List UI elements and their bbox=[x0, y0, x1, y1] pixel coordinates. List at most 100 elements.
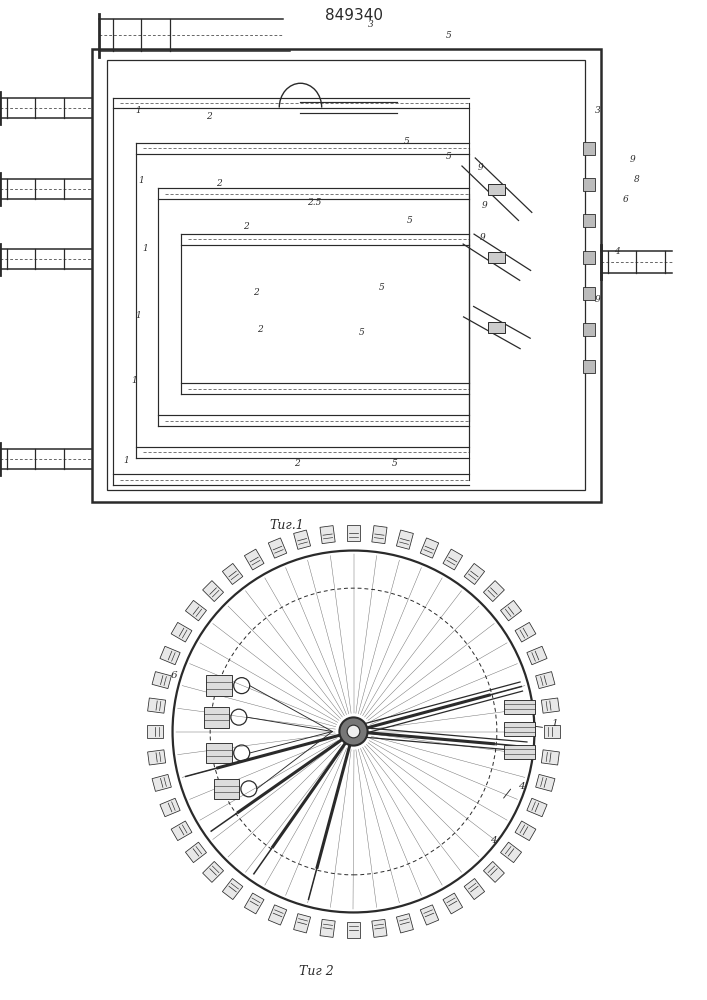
Text: 5: 5 bbox=[379, 283, 385, 292]
Text: 5: 5 bbox=[404, 137, 409, 146]
Text: 5: 5 bbox=[446, 152, 452, 161]
Text: 3: 3 bbox=[595, 106, 600, 115]
Polygon shape bbox=[443, 549, 462, 570]
Polygon shape bbox=[203, 861, 223, 882]
Bar bbox=[489, 322, 506, 333]
Text: 2: 2 bbox=[294, 459, 300, 468]
Text: 8: 8 bbox=[633, 175, 639, 184]
Polygon shape bbox=[223, 563, 243, 584]
Polygon shape bbox=[542, 698, 559, 713]
Text: 9: 9 bbox=[479, 233, 485, 242]
Polygon shape bbox=[397, 914, 414, 933]
Polygon shape bbox=[420, 538, 439, 558]
Polygon shape bbox=[501, 600, 522, 621]
Polygon shape bbox=[484, 861, 504, 882]
Bar bbox=[504, 745, 534, 759]
Text: 1: 1 bbox=[139, 176, 144, 185]
Polygon shape bbox=[293, 914, 310, 933]
Polygon shape bbox=[160, 646, 180, 665]
Polygon shape bbox=[171, 821, 192, 841]
Polygon shape bbox=[148, 750, 165, 765]
Text: 2: 2 bbox=[253, 288, 259, 297]
Polygon shape bbox=[372, 526, 387, 544]
Bar bbox=[206, 675, 233, 696]
Polygon shape bbox=[320, 526, 335, 544]
Text: 5: 5 bbox=[392, 459, 397, 468]
Bar bbox=[107, 60, 585, 490]
Text: 4: 4 bbox=[490, 836, 497, 845]
Polygon shape bbox=[320, 919, 335, 937]
Bar bbox=[583, 214, 595, 227]
Polygon shape bbox=[152, 774, 171, 791]
Text: 6: 6 bbox=[170, 671, 177, 680]
Text: 1: 1 bbox=[132, 376, 137, 385]
Polygon shape bbox=[544, 725, 561, 738]
Polygon shape bbox=[527, 798, 547, 817]
Text: 1: 1 bbox=[123, 456, 129, 465]
Polygon shape bbox=[185, 842, 206, 863]
Bar bbox=[214, 778, 240, 799]
Bar bbox=[204, 707, 229, 728]
Polygon shape bbox=[501, 842, 522, 863]
Polygon shape bbox=[268, 538, 287, 558]
Polygon shape bbox=[536, 774, 555, 791]
Polygon shape bbox=[464, 879, 484, 900]
Polygon shape bbox=[420, 905, 439, 925]
Circle shape bbox=[339, 717, 368, 746]
Text: 9: 9 bbox=[481, 201, 487, 210]
Polygon shape bbox=[372, 919, 387, 937]
Bar bbox=[489, 252, 506, 263]
Bar bbox=[583, 251, 595, 264]
Polygon shape bbox=[160, 798, 180, 817]
Polygon shape bbox=[515, 821, 536, 841]
Polygon shape bbox=[245, 893, 264, 914]
Text: 2: 2 bbox=[243, 222, 249, 231]
Text: Τиг 2: Τиг 2 bbox=[298, 965, 333, 978]
Bar bbox=[583, 323, 595, 336]
Bar bbox=[206, 743, 233, 763]
Text: 3: 3 bbox=[368, 20, 374, 29]
Bar bbox=[583, 178, 595, 191]
Polygon shape bbox=[542, 750, 559, 765]
Polygon shape bbox=[148, 698, 165, 713]
Bar bbox=[504, 722, 534, 736]
Polygon shape bbox=[185, 600, 206, 621]
Polygon shape bbox=[536, 672, 555, 689]
Text: 1: 1 bbox=[551, 719, 558, 728]
Polygon shape bbox=[443, 893, 462, 914]
Polygon shape bbox=[347, 922, 360, 938]
Polygon shape bbox=[484, 581, 504, 602]
Polygon shape bbox=[347, 525, 360, 541]
Text: 2: 2 bbox=[206, 112, 211, 121]
Bar bbox=[583, 142, 595, 155]
Text: 849340: 849340 bbox=[325, 8, 382, 23]
Bar bbox=[583, 360, 595, 373]
Text: 9: 9 bbox=[478, 163, 484, 172]
Polygon shape bbox=[245, 549, 264, 570]
Polygon shape bbox=[527, 646, 547, 665]
Text: Τиг.1: Τиг.1 bbox=[269, 519, 304, 532]
Polygon shape bbox=[223, 879, 243, 900]
Text: 2: 2 bbox=[216, 179, 222, 188]
Text: 5: 5 bbox=[446, 31, 452, 40]
Text: 5: 5 bbox=[359, 328, 365, 337]
Bar bbox=[92, 49, 601, 502]
Bar bbox=[504, 700, 534, 714]
Polygon shape bbox=[293, 530, 310, 549]
Polygon shape bbox=[515, 622, 536, 642]
Bar bbox=[583, 287, 595, 300]
Polygon shape bbox=[171, 622, 192, 642]
Text: 4: 4 bbox=[614, 247, 619, 256]
Text: 4: 4 bbox=[518, 782, 525, 791]
Polygon shape bbox=[397, 530, 414, 549]
Bar bbox=[489, 184, 506, 195]
Text: 9: 9 bbox=[630, 155, 636, 164]
Text: 6: 6 bbox=[623, 195, 629, 204]
Text: 5: 5 bbox=[407, 216, 413, 225]
Polygon shape bbox=[146, 725, 163, 738]
Text: 2.5: 2.5 bbox=[308, 198, 322, 207]
Polygon shape bbox=[268, 905, 287, 925]
Polygon shape bbox=[152, 672, 171, 689]
Polygon shape bbox=[203, 581, 223, 602]
Text: 1: 1 bbox=[142, 244, 148, 253]
